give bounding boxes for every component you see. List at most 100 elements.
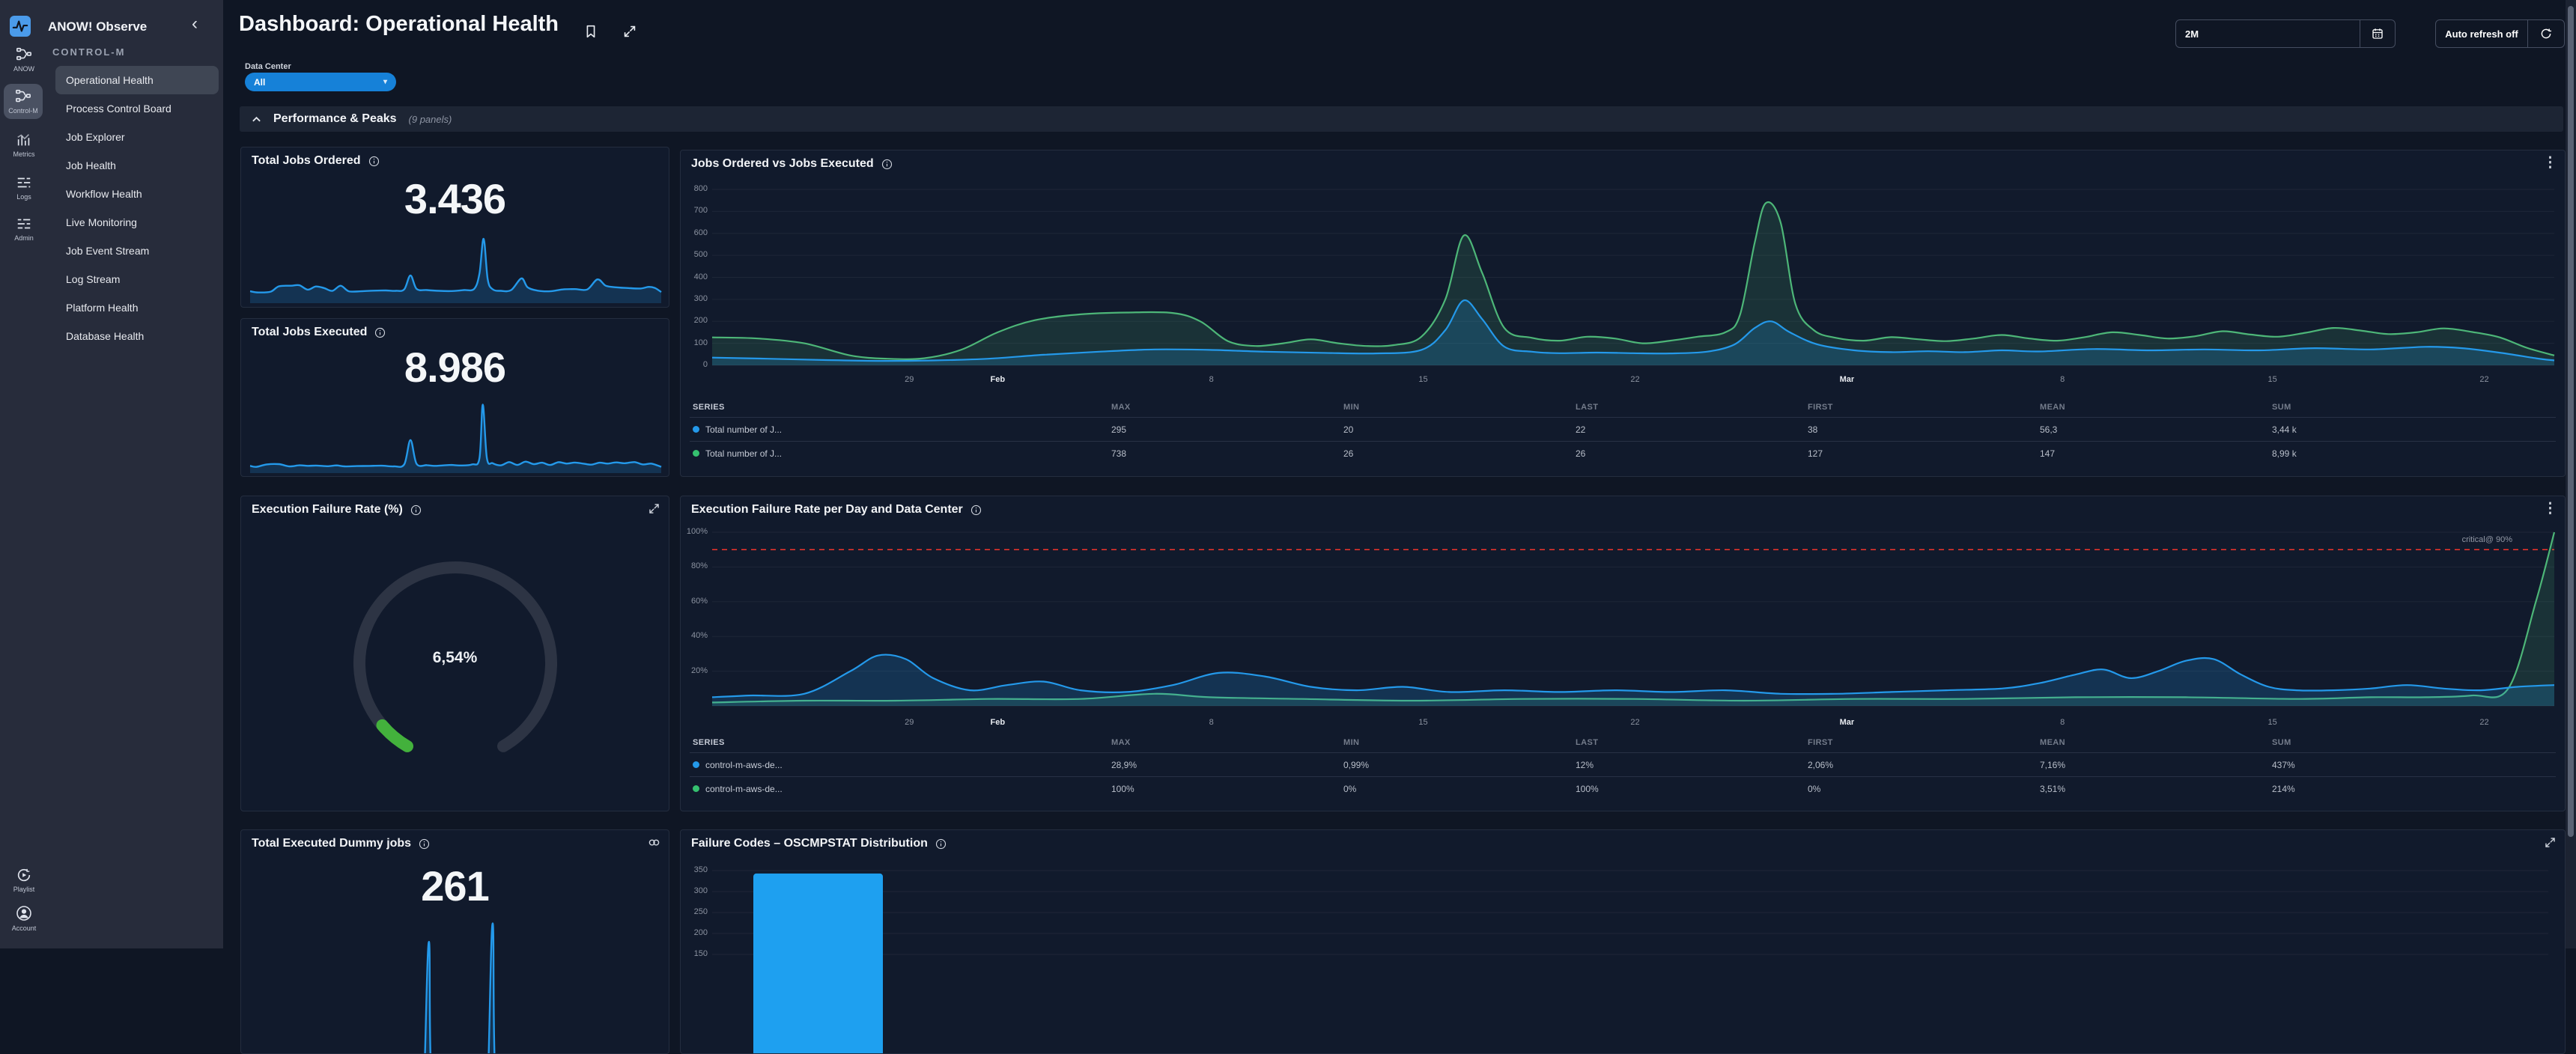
panel-title: Execution Failure Rate per Day and Data … [691, 503, 963, 516]
x-axis-tick: 22 [2479, 718, 2489, 727]
rail-item-control-m[interactable]: Control-M [4, 84, 43, 119]
sidebar-item[interactable]: Live Monitoring [66, 216, 137, 228]
info-icon[interactable] [374, 326, 386, 339]
y-axis-tick: 600 [693, 228, 708, 237]
calendar-icon [2372, 28, 2383, 39]
stats-table-header: SERIES MAX MIN LAST FIRST MEAN SUM [693, 403, 2291, 412]
info-icon[interactable] [418, 838, 431, 850]
sidebar-item[interactable]: Workflow Health [66, 188, 142, 200]
series-name: Total number of J... [705, 448, 783, 459]
sparkline-chart[interactable] [247, 394, 664, 473]
rail-item-label: Logs [16, 193, 31, 201]
workflow-icon [16, 47, 31, 61]
gauge-chart[interactable] [241, 496, 669, 811]
sparkline-chart[interactable] [247, 225, 664, 305]
y-axis-tick: 60% [690, 596, 708, 606]
chevron-up-icon [252, 116, 261, 121]
rail-item-anow[interactable]: ANOW [3, 46, 45, 73]
y-axis-tick: 200 [693, 316, 708, 326]
section-performance-peaks[interactable]: Performance & Peaks (9 panels) [240, 106, 2563, 132]
rail-item-admin[interactable]: Admin [3, 216, 45, 242]
line-chart[interactable] [690, 182, 2557, 369]
info-icon[interactable] [881, 158, 893, 171]
sidebar-item[interactable]: Job Health [66, 159, 116, 171]
x-axis-tick: 22 [1630, 718, 1640, 727]
panel-menu-icon[interactable]: ⋮ [2543, 501, 2557, 517]
rail-item-account[interactable]: Account [3, 904, 45, 932]
scrollbar-thumb[interactable] [2568, 6, 2574, 837]
data-center-label: Data Center [245, 62, 291, 71]
stats-table-row[interactable]: Total number of J... 295 20 22 38 56,3 3,44 k [690, 417, 2556, 441]
series-name: control-m-aws-de... [705, 783, 783, 794]
calendar-button[interactable] [2359, 20, 2395, 47]
y-axis-tick: 250 [693, 907, 708, 916]
metrics-icon [17, 134, 30, 146]
refresh-button[interactable] [2527, 20, 2563, 47]
info-icon[interactable] [368, 155, 380, 168]
x-axis-tick: 29 [905, 375, 914, 384]
stats-table-row[interactable]: control-m-aws-de... 28,9% 0,99% 12% 2,06% 7,1… [690, 752, 2556, 776]
y-axis-tick: 300 [693, 293, 708, 303]
sidebar-item[interactable]: Job Event Stream [66, 245, 150, 257]
x-axis-tick: 8 [2060, 718, 2065, 727]
stats-table-row[interactable]: control-m-aws-de... 100% 0% 100% 0% 3,51% 214% [690, 776, 2556, 800]
rail-item-label: ANOW [13, 65, 34, 73]
series-name: Total number of J... [705, 424, 783, 435]
bookmark-icon[interactable] [583, 23, 599, 40]
brand-title: ANOW! Observe [48, 19, 148, 34]
x-axis-tick: Feb [990, 718, 1006, 727]
panel-jobs-ordered-vs-executed: Jobs Ordered vs Jobs Executed ⋮ 800 700 60… [680, 150, 2566, 477]
stats-table: SERIES MAX MIN LAST FIRST MEAN SUM control-m-aw… [690, 733, 2556, 800]
x-axis-tick: Mar [1839, 718, 1855, 727]
account-icon [16, 906, 31, 921]
y-axis-tick: 500 [693, 250, 708, 260]
sidebar-item[interactable]: Process Control Board [66, 103, 171, 115]
data-center-value: All [254, 76, 266, 88]
expand-panel-icon[interactable] [2543, 835, 2557, 850]
sidebar-menu-list: Operational Health Process Control Board J… [48, 66, 223, 350]
rail-item-playlist[interactable]: Playlist [3, 867, 45, 893]
threshold-label: critical@ 90% [2461, 535, 2512, 544]
y-axis-tick: 100% [686, 527, 708, 536]
app-logo-icon[interactable] [10, 16, 31, 37]
rail-item-metrics[interactable]: Metrics [3, 132, 45, 158]
x-axis-tick: Feb [990, 375, 1006, 384]
panel-total-jobs-ordered: Total Jobs Ordered 3.436 [240, 147, 669, 308]
stats-table-row[interactable]: Total number of J... 738 26 26 127 147 8,99 k [690, 441, 2556, 465]
panel-total-executed-dummy-jobs: Total Executed Dummy jobs 261 [240, 829, 669, 1054]
time-range-input[interactable]: 2M [2185, 28, 2199, 40]
sidebar-item[interactable]: Job Explorer [66, 131, 125, 143]
rail-item-logs[interactable]: Logs [3, 174, 45, 201]
expand-dashboard-icon[interactable] [622, 23, 638, 40]
series-name: control-m-aws-de... [705, 759, 783, 770]
x-axis-tick: 29 [905, 718, 914, 727]
panel-menu-icon[interactable]: ⋮ [2543, 155, 2557, 171]
rail-item-label: Playlist [13, 886, 35, 893]
sidebar-item[interactable]: Database Health [66, 330, 145, 342]
sidebar: ANOW! Observe ‹ ANOW Control-M Metrics L… [0, 0, 223, 948]
sidebar-item[interactable]: Log Stream [66, 273, 121, 285]
sidebar-item[interactable]: Operational Health [55, 66, 219, 94]
bar-chart[interactable] [690, 860, 2557, 1054]
auto-refresh-button[interactable]: Auto refresh off [2445, 28, 2518, 40]
panel-title: Failure Codes – OSCMPSTAT Distribution [691, 837, 928, 850]
menu-section-label: CONTROL-M [52, 46, 126, 58]
info-icon[interactable] [410, 504, 422, 517]
rail-item-label: Account [11, 924, 37, 932]
panel-title: Total Jobs Executed [252, 326, 368, 338]
link-icon[interactable] [647, 835, 661, 850]
data-center-select[interactable]: All ▾ [245, 73, 396, 91]
expand-panel-icon[interactable] [647, 502, 661, 516]
panel-execution-failure-rate: Execution Failure Rate (%) 6,54% [240, 496, 669, 811]
sparkline-chart[interactable] [247, 908, 664, 1054]
admin-icon [17, 219, 31, 229]
info-icon[interactable] [935, 838, 947, 850]
sidebar-collapse-icon[interactable]: ‹ [192, 13, 198, 34]
line-chart[interactable] [690, 529, 2557, 716]
x-axis-tick: 22 [2479, 375, 2489, 384]
series-color-dot [693, 450, 699, 457]
panel-title: Total Executed Dummy jobs [252, 837, 412, 850]
rail-item-label: Control-M [8, 107, 38, 115]
sidebar-item[interactable]: Platform Health [66, 302, 139, 314]
info-icon[interactable] [970, 504, 982, 517]
